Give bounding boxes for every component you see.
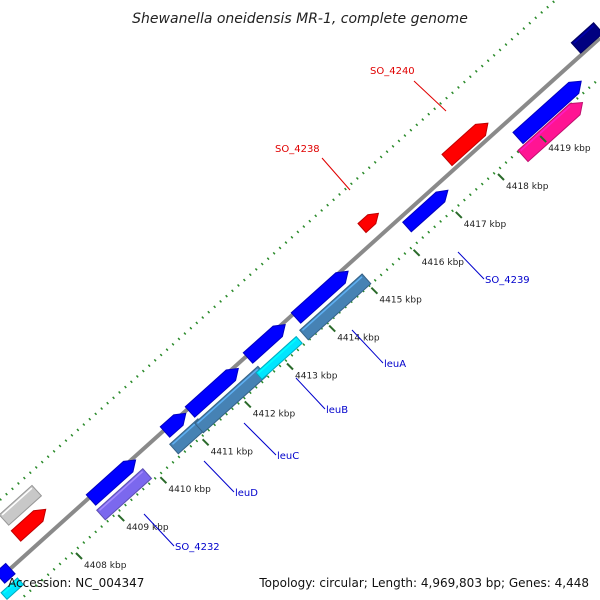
- gene-label-so-4239[interactable]: SO_4239: [485, 275, 530, 286]
- gene-label-so-4232[interactable]: SO_4232: [175, 542, 220, 553]
- tick-label: 4418 kbp: [506, 182, 549, 192]
- gene-leuC-highlight: [196, 368, 259, 424]
- tick-mark: [75, 552, 83, 560]
- gene-leuD-upper-highlight: [162, 417, 175, 428]
- gene-bottom-left-cyan-highlight: [3, 580, 18, 594]
- gene-leuA-highlight: [301, 276, 363, 331]
- gene-leuD-upper[interactable]: [159, 412, 187, 438]
- gene-so4238-highlight: [360, 216, 369, 225]
- gene-upper-right-pink[interactable]: [517, 101, 584, 163]
- gene-bottom-left-cyan[interactable]: [0, 577, 25, 600]
- tick-label: 4419 kbp: [548, 144, 591, 154]
- gene-so4239-highlight: [404, 194, 437, 223]
- tick-label: 4413 kbp: [295, 372, 338, 382]
- tick-label: 4412 kbp: [253, 409, 296, 419]
- gene-so4239[interactable]: [401, 189, 449, 233]
- gene-label-leader: [243, 422, 277, 456]
- gene-label-so-4240[interactable]: SO_4240: [370, 66, 415, 77]
- tick-label: 4415 kbp: [379, 296, 422, 306]
- gene-far-right-navy[interactable]: [570, 21, 600, 54]
- gene-leuB-cyan-highlight: [258, 338, 297, 374]
- tick-label: 4408 kbp: [84, 561, 127, 571]
- gene-so4232[interactable]: [95, 467, 153, 521]
- tick-mark: [159, 476, 168, 484]
- accession-text: Accession: NC_004347: [8, 576, 144, 590]
- tick-mark: [497, 173, 505, 181]
- gene-far-left-red[interactable]: [10, 508, 47, 542]
- tick-mark: [370, 286, 379, 295]
- gene-bottom-left-blue[interactable]: [0, 562, 16, 584]
- gene-labels: SO_4240 SO_4238 SO_4239 leuA leuB leuC leuD SO_…: [143, 66, 530, 553]
- gene-far-left-gray[interactable]: [0, 484, 43, 526]
- gene-label-leud[interactable]: leuD: [235, 488, 258, 499]
- gene-leuA-upper[interactable]: [290, 270, 349, 324]
- gene-leuB-cyan[interactable]: [255, 335, 303, 381]
- tick-label: 4414 kbp: [337, 334, 380, 344]
- gene-leuC-upper-highlight: [187, 372, 227, 408]
- gene-upper-right-blue-highlight: [515, 84, 570, 134]
- upper-tick-track: [0, 0, 558, 501]
- tick-mark: [412, 249, 421, 257]
- gene-leuB-upper[interactable]: [242, 324, 286, 364]
- map-title: Shewanella oneidensis MR-1, complete gen…: [132, 11, 468, 27]
- tick-mark: [286, 362, 294, 371]
- gene-label-leader: [143, 513, 175, 547]
- gene-label-leader: [295, 377, 326, 410]
- gene-label-leuc[interactable]: leuC: [277, 451, 299, 462]
- gene-so4240-highlight: [444, 126, 476, 156]
- tick-label: 4411 kbp: [211, 447, 254, 457]
- tick-mark: [539, 135, 547, 143]
- gene-so4232-highlight: [98, 470, 144, 511]
- gene-so4238[interactable]: [357, 212, 380, 234]
- gene-label-leader: [457, 251, 485, 280]
- tick-mark: [244, 400, 252, 409]
- gene-far-left-gray-highlight: [1, 487, 33, 516]
- gene-upper-right-blue[interactable]: [512, 80, 582, 145]
- gene-leuC-upper[interactable]: [184, 367, 239, 418]
- tick-mark: [328, 324, 336, 333]
- gene-label-leader: [321, 157, 351, 191]
- gene-upper-right-pink-highlight: [520, 105, 571, 152]
- tick-mark: [201, 438, 210, 447]
- gene-label-leader: [413, 80, 447, 112]
- gene-far-right-navy-highlight: [573, 25, 594, 44]
- gene-far-left-red-highlight: [13, 513, 34, 532]
- tick-label: 4409 kbp: [126, 523, 169, 533]
- lower-tick-track: [18, 77, 600, 600]
- gene-so4232-upper[interactable]: [85, 459, 137, 506]
- gene-leuB-upper-highlight: [245, 328, 274, 354]
- gene-leuA-upper-highlight: [293, 274, 337, 314]
- gene-bottom-left-blue-highlight: [0, 565, 7, 573]
- gene-so4232-upper-highlight: [88, 463, 124, 496]
- tick-label: 4417 kbp: [464, 220, 507, 230]
- gene-label-leub[interactable]: leuB: [326, 405, 348, 416]
- gene-so4240[interactable]: [441, 122, 489, 167]
- gene-features: [0, 21, 600, 600]
- gene-label-so-4238[interactable]: SO_4238: [275, 144, 320, 155]
- gene-label-leader: [203, 460, 235, 493]
- genome-summary-text: Topology: circular; Length: 4,969,803 bp…: [258, 576, 589, 590]
- gene-leuA[interactable]: [298, 273, 372, 341]
- gene-leuD-highlight: [171, 421, 199, 445]
- tick-marks: 4408 kbp 4409 kbp 4410 kbp 4411 kbp 4412 kbp…: [75, 135, 591, 571]
- gene-label-leua[interactable]: leuA: [384, 359, 406, 370]
- gene-label-leader: [351, 329, 384, 364]
- tick-mark: [455, 211, 463, 219]
- tick-label: 4416 kbp: [422, 258, 465, 268]
- tick-label: 4410 kbp: [168, 485, 211, 495]
- tick-mark: [117, 514, 125, 522]
- gene-leuC[interactable]: [193, 365, 268, 434]
